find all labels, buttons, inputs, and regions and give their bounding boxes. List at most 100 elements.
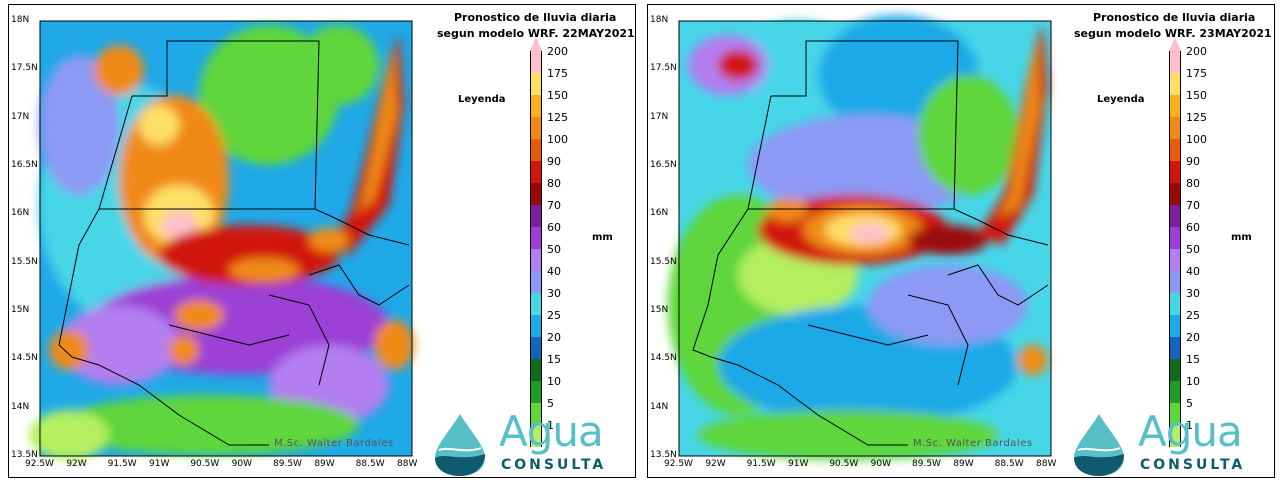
colorbar-label: 40: [547, 265, 561, 278]
map-frame: [39, 20, 413, 457]
legend-word: Leyenda: [458, 94, 506, 105]
colorbar-label: 5: [1186, 397, 1193, 410]
y-tick-label: 13.5N: [650, 450, 677, 460]
colorbar-segment: [530, 205, 542, 227]
colorbar-segment: [1169, 139, 1181, 161]
x-tick-label: 88.5W: [994, 459, 1024, 469]
legend-word: Leyenda: [1097, 94, 1145, 105]
country-borders: [692, 40, 1049, 446]
water-drop-icon: [435, 414, 485, 476]
colorbar-segment: [530, 403, 542, 425]
colorbar-label: 50: [1186, 243, 1200, 256]
y-tick-label: 18N: [650, 15, 669, 25]
rainfall-map: [668, 15, 1052, 460]
x-tick-label: 89.5W: [912, 459, 941, 469]
colorbar-label: 125: [547, 111, 568, 124]
colorbar-label: 200: [1186, 45, 1207, 58]
colorbar-segment: [530, 95, 542, 117]
colorbar-label: 80: [547, 177, 561, 190]
x-tick-label: 89.5W: [273, 459, 302, 469]
x-tick-label: 88W: [1036, 459, 1057, 469]
logo-subword: CONSULTA: [1140, 457, 1246, 473]
colorbar-label: 60: [547, 221, 561, 234]
colorbar-label: 80: [1186, 177, 1200, 190]
y-tick-label: 16N: [11, 208, 30, 219]
colorbar-segment: [1169, 161, 1181, 183]
colorbar-segment: [530, 73, 542, 95]
map-title: Pronostico de lluvia diaria: [454, 11, 617, 24]
x-tick-label: 90.5W: [829, 459, 859, 469]
colorbar-label: 15: [1186, 353, 1200, 366]
colorbar-label: 20: [1186, 331, 1200, 344]
y-tick-label: 13.5N: [11, 450, 38, 460]
colorbar-label: 200: [547, 45, 568, 58]
rain-field: [668, 15, 1048, 460]
y-tick-label: 15N: [650, 305, 669, 315]
colorbar-segment: [530, 249, 542, 271]
logo-subword: CONSULTA: [501, 457, 607, 473]
colorbar-label: 125: [1186, 111, 1207, 124]
y-tick-label: 14.5N: [650, 353, 677, 364]
colorbar-segment: [530, 425, 542, 447]
y-tick-label: 16.5N: [650, 160, 677, 170]
y-tick-label: 15.5N: [11, 256, 38, 267]
colorbar-label: 150: [1186, 89, 1207, 102]
colorbar-label: 30: [1186, 287, 1200, 300]
unit-label: mm: [592, 232, 613, 243]
rainfall-map: [29, 20, 414, 460]
x-tick-label: 88W: [397, 459, 418, 469]
colorbar-segment: [1169, 205, 1181, 227]
colorbar-segment: [1169, 73, 1181, 95]
forecast-panel-23may: Pronostico de lluvia diaria segun modelo…: [647, 4, 1275, 478]
colorbar-label: 70: [547, 199, 561, 212]
y-tick-label: 14.5N: [11, 353, 38, 364]
colorbar-segment: [1169, 51, 1181, 73]
colorbar-label: 10: [547, 375, 561, 388]
x-tick-label: 89W: [314, 459, 335, 469]
y-tick-label: 16.5N: [11, 160, 38, 170]
colorbar-top-arrow: [1169, 37, 1181, 51]
map-frame: [678, 20, 1052, 457]
colorbar-segment: [530, 117, 542, 139]
x-tick-label: 90W: [231, 459, 253, 469]
colorbar-label: 100: [547, 133, 568, 146]
colorbar-label: 40: [1186, 265, 1200, 278]
colorbar-label: 90: [547, 155, 561, 168]
country-borders: [58, 40, 410, 446]
colorbar-label: 5: [547, 397, 554, 410]
colorbar-segment: [1169, 359, 1181, 381]
colorbar-segment: [530, 381, 542, 403]
colorbar-segment: [1169, 425, 1181, 447]
colorbar-label: 15: [547, 353, 561, 366]
y-tick-label: 18N: [11, 15, 30, 25]
map-subtitle: segun modelo WRF. 22MAY2021: [437, 27, 635, 40]
x-tick-label: 91W: [149, 459, 170, 469]
colorbar-segment: [1169, 337, 1181, 359]
x-tick-label: 91.5W: [746, 459, 776, 469]
colorbar-segment: [1169, 293, 1181, 315]
colorbar-segment: [1169, 381, 1181, 403]
y-tick-label: 16N: [650, 208, 669, 219]
x-tick-label: 92W: [66, 459, 87, 469]
colorbar-segment: [530, 161, 542, 183]
colorbar-segment: [530, 183, 542, 205]
y-tick-label: 15N: [11, 305, 30, 315]
water-drop-icon: [1074, 414, 1124, 476]
x-tick-label: 89W: [953, 459, 974, 469]
colorbar-label: 30: [547, 287, 561, 300]
x-tick-label: 92W: [705, 459, 726, 469]
x-tick-label: 92.5W: [25, 459, 54, 469]
x-tick-label: 91.5W: [107, 459, 137, 469]
colorbar-segment: [530, 139, 542, 161]
colorbar-bottom-arrow: [530, 447, 542, 461]
colorbar-label: 175: [547, 67, 568, 80]
colorbar-segment: [1169, 117, 1181, 139]
x-tick-label: 90W: [870, 459, 892, 469]
y-tick-label: 17.5N: [11, 63, 38, 74]
colorbar-segment: [1169, 95, 1181, 117]
colorbar-label: 50: [547, 243, 561, 256]
colorbar-segment: [1169, 227, 1181, 249]
x-tick-label: 88.5W: [355, 459, 385, 469]
map-title: Pronostico de lluvia diaria: [1093, 11, 1256, 24]
colorbar-segment: [1169, 249, 1181, 271]
